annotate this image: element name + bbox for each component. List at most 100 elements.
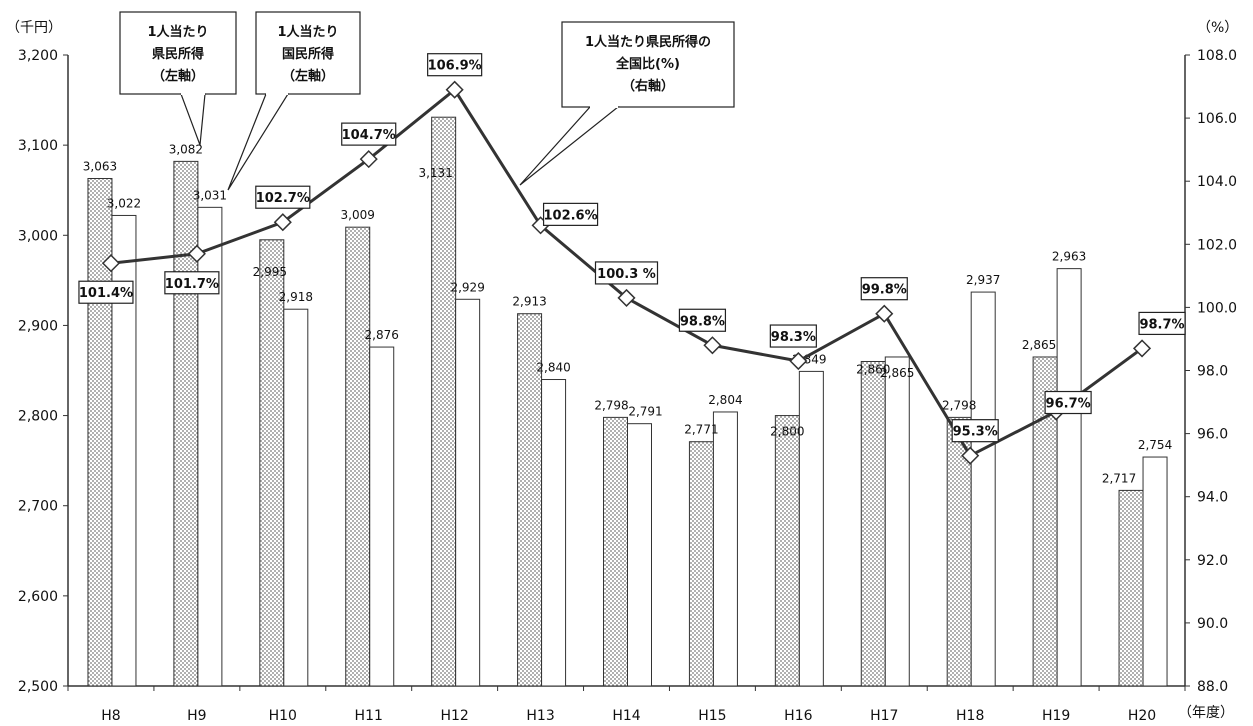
bar-value-label-prefecture: 2,771 [684,423,718,437]
bar-value-label-national: 2,918 [279,290,313,304]
y-left-tick-label: 2,800 [18,409,58,425]
bar-value-label-prefecture: 2,865 [1022,338,1056,352]
y-right-tick-label: 98.0 [1197,364,1228,380]
bar-national-income [798,370,824,687]
y-left-tick-label: 2,700 [18,499,58,515]
y-left-tick-label: 2,600 [18,589,58,605]
ratio-marker [789,351,808,371]
ratio-label-box [1044,390,1092,415]
ratio-label-box [255,185,311,209]
callout-box [561,21,735,108]
y-left-tick-label: 3,200 [18,48,58,64]
y-right-tick-label: 100.0 [1197,300,1237,316]
bar-value-label-national: 3,031 [193,188,227,202]
x-tick-label: H19 [1042,708,1070,724]
callout-text: 国民所得 [282,46,334,62]
x-tick-label: H17 [870,708,898,724]
x-tick-label: H18 [956,708,984,724]
y-right-tick-label: 90.0 [1197,616,1228,632]
bar-national-income [627,423,652,687]
bar-prefecture-income [946,416,972,687]
ratio-label-box [542,202,599,226]
ratio-label: 99.8% [862,283,907,298]
ratio-label: 102.6% [543,208,597,223]
bar-value-label-national: 2,804 [708,393,742,407]
callout-tail [519,106,620,186]
bar-prefecture-income [774,415,800,687]
bar-value-label-national: 2,865 [880,366,914,380]
ratio-marker [187,244,206,263]
bar-value-label-national: 2,876 [365,328,399,342]
x-tick-label: H13 [526,708,554,724]
bar-prefecture-income [688,441,714,687]
y-right-tick-label: 92.0 [1197,553,1228,569]
bar-prefecture-income [603,416,628,687]
bar-value-label-prefecture: 2,798 [942,398,976,412]
bar-national-income [455,298,481,687]
bar-value-label-prefecture: 2,995 [253,265,287,279]
callout-text: （左軸） [282,68,334,84]
ratio-label-box [951,419,999,443]
ratio-label: 95.3% [953,425,998,440]
ratio-label: 98.8% [680,314,725,329]
bar-prefecture-income [431,116,457,687]
ratio-marker [359,150,378,169]
callout-text: （右軸） [622,78,674,94]
bar-value-label-prefecture: 2,913 [512,295,546,309]
ratio-label-box [594,261,659,285]
y-left-unit-label: （千円） [6,20,62,36]
x-tick-label: H11 [355,708,383,724]
x-tick-label: H8 [101,708,120,724]
bar-national-income [1142,456,1168,687]
bar-value-label-national: 3,022 [107,196,141,210]
ratio-marker [273,213,292,232]
bar-value-label-prefecture: 3,082 [169,142,203,156]
bar-value-label-national: 2,929 [450,280,484,294]
bar-value-label-national: 2,937 [966,273,1000,287]
y-right-tick-label: 102.0 [1197,237,1237,253]
bar-prefecture-income [1118,489,1144,687]
bar-national-income [884,356,910,687]
ratio-label: 104.7% [342,128,396,143]
bar-prefecture-income [517,313,543,687]
y-right-tick-label: 88.0 [1197,679,1228,695]
bar-value-label-national: 2,840 [536,361,570,375]
x-tick-label: H16 [784,708,812,724]
ratio-label: 102.7% [256,191,310,206]
callout-box [119,11,237,95]
callout-box [255,11,361,95]
callout-text: 県民所得 [152,46,204,62]
y-right-tick-label: 108.0 [1197,48,1237,64]
bar-value-label-prefecture: 2,860 [856,362,890,376]
ratio-label-box [427,53,483,77]
y-right-tick-label: 94.0 [1197,490,1228,506]
ratio-marker [445,80,464,99]
ratio-marker [961,446,980,465]
bar-prefecture-income [87,177,113,687]
x-tick-label: H12 [440,708,468,724]
ratio-label-box [341,122,397,146]
ratio-marker [1132,339,1152,358]
bar-value-label-prefecture: 2,800 [770,425,804,439]
bar-national-income [283,308,309,687]
y-right-tick-label: 96.0 [1197,427,1228,443]
callout-tail [227,93,290,191]
bar-value-label-prefecture: 3,131 [418,166,452,180]
ratio-label: 96.7% [1046,397,1091,412]
bar-prefecture-income [860,360,886,687]
y-left-tick-label: 3,100 [18,138,58,154]
x-tick-label: H9 [187,708,206,724]
ratio-marker [703,336,722,355]
bar-value-label-national: 2,791 [628,405,662,419]
y-left-tick-label: 2,900 [18,318,58,334]
x-tick-label: H14 [612,708,640,724]
ratio-label: 100.3 % [597,267,656,282]
bar-value-label-prefecture: 2,717 [1102,471,1136,485]
bar-national-income [712,411,738,687]
bar-prefecture-income [345,226,371,687]
callout-text: 1人当たり [147,24,208,40]
ratio-label: 101.7% [165,277,219,292]
bar-prefecture-income [259,239,285,687]
bar-value-label-national: 2,754 [1138,438,1172,452]
bar-value-label-prefecture: 2,798 [594,398,628,412]
